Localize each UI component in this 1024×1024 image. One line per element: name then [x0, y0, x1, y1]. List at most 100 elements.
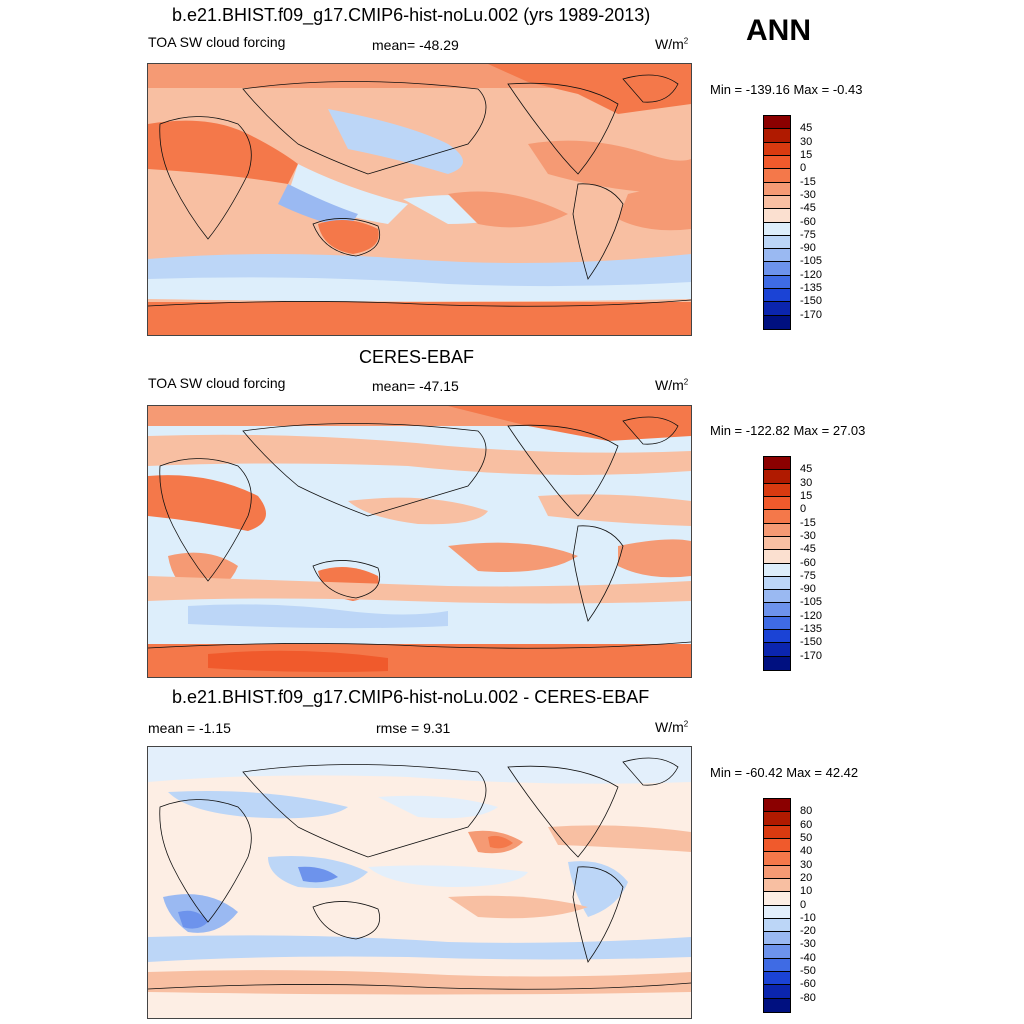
colorbar-tick-label: 10	[800, 885, 813, 898]
panel-3-colorbar-labels: 80 60 50 40 30 20 10 0 -10 -20 -30 -40 -50 -60 -80	[800, 798, 850, 1011]
colorbar-swatch	[764, 865, 790, 879]
panel-1-map-field	[148, 64, 691, 335]
colorbar-swatch	[764, 852, 790, 866]
colorbar-tick-label: 0	[800, 898, 807, 911]
colorbar-swatch	[764, 289, 790, 303]
colorbar-tick-label: 20	[800, 871, 813, 884]
panel-1-map	[147, 63, 692, 336]
colorbar-swatch	[764, 195, 790, 210]
panel-3-colorbar	[763, 798, 791, 1013]
panel-3-minmax: Min = -60.42 Max = 42.42	[710, 765, 859, 780]
colorbar-swatch	[764, 315, 790, 329]
colorbar-tick-label: -60	[800, 978, 816, 991]
colorbar-tick-label: 80	[800, 805, 813, 818]
season-label: ANN	[746, 14, 811, 47]
colorbar-swatch	[764, 812, 790, 826]
colorbar-swatch	[764, 576, 790, 591]
colorbar-swatch	[764, 550, 790, 564]
colorbar-tick-label: 0	[800, 503, 807, 516]
colorbar-swatch	[764, 262, 790, 276]
colorbar-tick-label: -90	[800, 242, 816, 255]
colorbar-tick-label: -170	[800, 308, 823, 321]
panel-1-title: b.e21.BHIST.f09_g17.CMIP6-hist-noLu.002 …	[172, 5, 651, 25]
colorbar-swatch	[764, 590, 790, 604]
colorbar-swatch	[764, 470, 790, 484]
panel-2-mean-label: mean= -47.15	[372, 378, 459, 394]
colorbar-swatch	[764, 985, 790, 999]
colorbar-swatch	[764, 302, 790, 316]
colorbar-tick-label: 30	[800, 135, 813, 148]
colorbar-swatch	[764, 630, 790, 644]
panel-1-units: W/m2	[655, 36, 689, 52]
colorbar-tick-label: 0	[800, 162, 807, 175]
colorbar-tick-label: -30	[800, 938, 816, 951]
colorbar-tick-label: -150	[800, 295, 823, 308]
panel-3-rmse-label: rmse = 9.31	[376, 720, 451, 736]
colorbar-tick-label: -135	[800, 282, 823, 295]
colorbar-swatch	[764, 958, 790, 973]
colorbar-tick-label: -105	[800, 596, 823, 609]
colorbar-swatch	[764, 656, 790, 670]
panel-2-map	[147, 405, 692, 678]
colorbar-swatch	[764, 483, 790, 497]
colorbar-swatch	[764, 235, 790, 250]
colorbar-swatch	[764, 523, 790, 537]
colorbar-tick-label: -60	[800, 556, 816, 569]
colorbar-swatch	[764, 825, 790, 839]
panel-1-variable-label: TOA SW cloud forcing	[148, 34, 286, 50]
colorbar-swatch	[764, 249, 790, 263]
colorbar-tick-label: -80	[800, 991, 816, 1004]
colorbar-tick-label: -30	[800, 529, 816, 542]
colorbar-swatch	[764, 169, 790, 183]
colorbar-swatch	[764, 918, 790, 933]
colorbar-tick-label: -30	[800, 188, 816, 201]
colorbar-swatch	[764, 129, 790, 143]
colorbar-swatch	[764, 838, 790, 853]
colorbar-swatch	[764, 998, 790, 1012]
panel-2-units: W/m2	[655, 377, 689, 393]
panel-1-colorbar-labels: 45 30 15 0 -15 -30 -45 -60 -75 -90 -105 -120 -135 -15…	[800, 115, 850, 328]
colorbar-tick-label: -45	[800, 202, 816, 215]
colorbar-tick-label: 40	[800, 845, 813, 858]
colorbar-tick-label: -120	[800, 268, 823, 281]
colorbar-swatch	[764, 209, 790, 223]
colorbar-swatch	[764, 536, 790, 551]
panel-2-colorbar-labels: 45 30 15 0 -15 -30 -45 -60 -75 -90 -105 -120 -135 -15…	[800, 456, 850, 669]
colorbar-tick-label: 60	[800, 818, 813, 831]
colorbar-tick-label: -120	[800, 609, 823, 622]
colorbar-swatch	[764, 799, 790, 813]
colorbar-swatch	[764, 563, 790, 577]
colorbar-tick-label: -75	[800, 569, 816, 582]
colorbar-swatch	[764, 496, 790, 511]
colorbar-tick-label: 15	[800, 489, 813, 502]
colorbar-tick-label: -40	[800, 951, 816, 964]
colorbar-tick-label: -60	[800, 215, 816, 228]
panel-1-colorbar	[763, 115, 791, 330]
panel-3-map	[147, 746, 692, 1019]
colorbar-tick-label: -15	[800, 175, 816, 188]
panel-3-map-field	[148, 747, 691, 1018]
panel-1-mean-label: mean= -48.29	[372, 37, 459, 53]
colorbar-tick-label: -50	[800, 965, 816, 978]
colorbar-swatch	[764, 932, 790, 946]
panel-3-mean-label: mean = -1.15	[148, 720, 231, 736]
colorbar-tick-label: 30	[800, 858, 813, 871]
colorbar-swatch	[764, 182, 790, 196]
colorbar-swatch	[764, 972, 790, 986]
colorbar-tick-label: -170	[800, 649, 823, 662]
panel-1-minmax: Min = -139.16 Max = -0.43	[710, 82, 863, 97]
colorbar-swatch	[764, 142, 790, 156]
colorbar-swatch	[764, 222, 790, 236]
colorbar-swatch	[764, 510, 790, 524]
colorbar-swatch	[764, 892, 790, 906]
colorbar-swatch	[764, 155, 790, 170]
colorbar-tick-label: -45	[800, 543, 816, 556]
colorbar-tick-label: 50	[800, 831, 813, 844]
panel-2-variable-label: TOA SW cloud forcing	[148, 375, 286, 391]
colorbar-tick-label: 45	[800, 122, 813, 135]
colorbar-tick-label: -135	[800, 623, 823, 636]
colorbar-tick-label: -20	[800, 925, 816, 938]
colorbar-swatch	[764, 275, 790, 290]
colorbar-swatch	[764, 945, 790, 959]
colorbar-swatch	[764, 878, 790, 893]
